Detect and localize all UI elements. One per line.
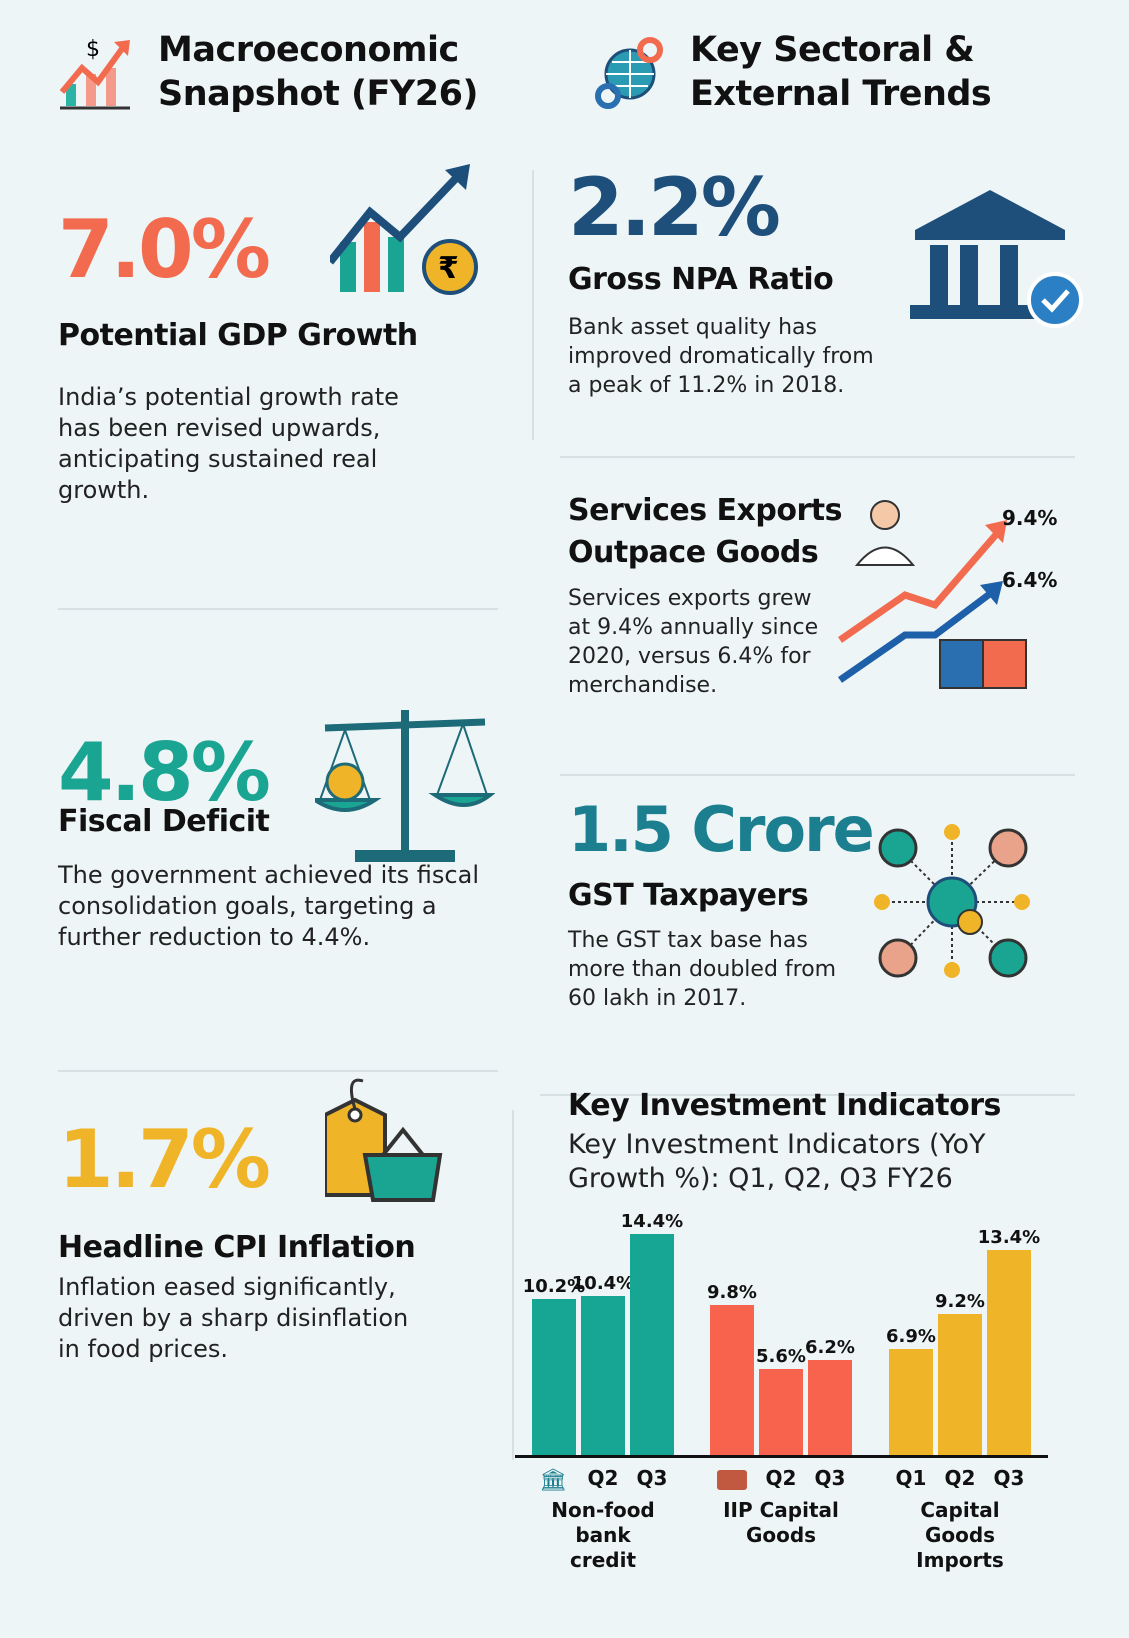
bank-check-icon <box>910 190 1083 328</box>
fiscal-value: 4.8% <box>58 726 271 819</box>
services-title-line2: Outpace Goods <box>568 535 819 570</box>
chart-dollar-icon: $ <box>59 37 130 110</box>
bar <box>759 1369 803 1455</box>
gst-value: 1.5 Crore <box>568 793 875 866</box>
bar-value-label: 14.4% <box>620 1211 684 1233</box>
divider <box>58 1070 498 1072</box>
gst-text: The GST tax base has more than doubled f… <box>568 928 837 1011</box>
gdp-text: India’s potential growth rate has been r… <box>58 383 399 504</box>
bar <box>889 1349 933 1455</box>
x-tick-label: Q3 <box>636 1466 668 1490</box>
x-axis: Q2 Q3 Non-food bank credit Q2 Q3 IIP Capital … <box>515 1466 1048 1572</box>
left-header: $ Macroeconomic Snapshot (FY26) <box>58 28 478 116</box>
bar <box>532 1298 576 1455</box>
fiscal-text: The government achieved its fiscal conso… <box>58 861 479 951</box>
gst-title: GST Taxpayers <box>568 878 809 913</box>
x-tick-label: Q2 <box>765 1466 797 1490</box>
svg-text:$: $ <box>86 37 100 62</box>
x-tick-label: Q2 <box>587 1466 619 1490</box>
bar-value-label: 10.2% <box>522 1275 586 1297</box>
gdp-title: Potential GDP Growth <box>58 318 418 353</box>
bar-value-label: 6.9% <box>886 1326 936 1348</box>
chart-title: Key Investment Indicators <box>568 1088 1001 1123</box>
price-tag-basket-icon <box>325 1078 443 1202</box>
gdp-value: 7.0% <box>58 203 271 296</box>
balance-scale-icon <box>315 710 495 862</box>
bar <box>710 1304 754 1455</box>
npa-text: Bank asset quality has improved dromatic… <box>568 315 874 398</box>
left-header-line1: Macroeconomic <box>158 30 459 70</box>
bar-value-label: 13.4% <box>977 1226 1041 1248</box>
services-title-line1: Services Exports <box>568 493 842 528</box>
bar <box>808 1359 852 1455</box>
x-tick-label: Q3 <box>993 1466 1025 1490</box>
growth-chart-rupee-icon: ₹ <box>330 164 478 295</box>
services-growth-label: 9.4% <box>1002 506 1058 530</box>
bar <box>938 1313 982 1455</box>
right-header-line2: External Trends <box>690 74 992 114</box>
chart-subtitle: Key Investment Indicators (YoY Growth %)… <box>568 1129 986 1194</box>
bar <box>987 1249 1031 1455</box>
bar-value-label: 10.4% <box>571 1272 635 1294</box>
services-title: Services Exports Outpace Goods <box>568 490 842 574</box>
bar-value-label: 9.8% <box>707 1281 757 1303</box>
services-text: Services exports grew at 9.4% annually s… <box>568 586 819 698</box>
globe-gears-icon <box>595 37 663 109</box>
bar-chart: 10.2% 10.4% 14.4% 9.8% 5.6% 6.2% 6.9% 9.2% 13.4% <box>515 1211 1048 1458</box>
cpi-title: Headline CPI Inflation <box>58 1230 416 1265</box>
divider <box>58 608 498 610</box>
right-header: Key Sectoral & External Trends <box>592 28 992 116</box>
goods-growth-label: 6.4% <box>1002 568 1058 592</box>
bar <box>630 1234 674 1455</box>
divider <box>560 456 1075 458</box>
left-header-line2: Snapshot (FY26) <box>158 74 478 114</box>
npa-title: Gross NPA Ratio <box>568 262 834 297</box>
divider <box>532 170 534 440</box>
cpi-value: 1.7% <box>58 1113 271 1206</box>
npa-value: 2.2% <box>568 161 781 254</box>
cpi-text: Inflation eased significantly, driven by… <box>58 1273 409 1363</box>
divider <box>540 1094 1075 1096</box>
bar-value-label: 5.6% <box>756 1346 806 1368</box>
divider <box>560 774 1075 776</box>
category-label: IIP Capital Goods <box>723 1498 839 1547</box>
divider <box>512 1110 514 1460</box>
factory-icon <box>717 1470 747 1490</box>
bar <box>581 1295 625 1455</box>
bank-icon: 🏛 <box>539 1468 567 1493</box>
taxpayer-network-icon <box>874 824 1030 978</box>
x-tick-label: Q1 <box>895 1466 927 1490</box>
svg-text:₹: ₹ <box>438 251 459 286</box>
fiscal-title: Fiscal Deficit <box>58 804 270 839</box>
category-label: Non-food bank credit <box>551 1498 655 1572</box>
x-tick-label: Q2 <box>944 1466 976 1490</box>
bar-value-label: 9.2% <box>935 1290 985 1312</box>
category-label: Capital Goods Imports <box>916 1498 1004 1572</box>
right-header-line1: Key Sectoral & <box>690 30 975 70</box>
services-vs-goods-arrows-icon <box>838 500 1027 689</box>
x-tick-label: Q3 <box>814 1466 846 1490</box>
bar-value-label: 6.2% <box>805 1336 855 1358</box>
